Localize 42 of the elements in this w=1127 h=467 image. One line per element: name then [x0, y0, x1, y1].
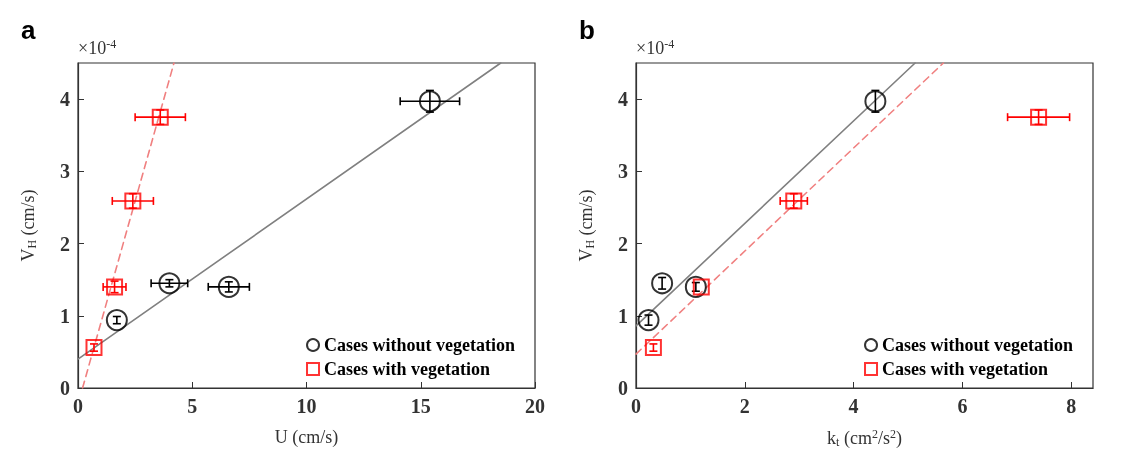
y-tick-label: 2 — [618, 232, 628, 255]
y-tick-label: 3 — [618, 160, 628, 183]
point — [637, 309, 660, 332]
x-tick-label: 15 — [410, 395, 431, 417]
point — [644, 339, 662, 357]
x-tick-label: 5 — [187, 395, 198, 417]
x-tick-label: 20 — [525, 395, 545, 417]
y-tick-label: 3 — [60, 160, 70, 183]
y-axis-title: VH (cm/s) — [576, 189, 597, 262]
legend-label: Cases without vegetation — [882, 335, 1074, 355]
y-tick-label: 2 — [60, 232, 70, 255]
legend-label: Cases without vegetation — [324, 335, 516, 355]
x-tick-label: 10 — [296, 395, 317, 417]
point — [864, 90, 887, 113]
point — [85, 339, 103, 357]
legend-label: Cases with vegetation — [324, 359, 490, 379]
point — [785, 192, 803, 210]
y-tick-label: 4 — [618, 88, 628, 111]
legend-label: Cases with vegetation — [882, 359, 1048, 379]
point — [151, 108, 169, 126]
y-tick-label: 0 — [60, 377, 70, 399]
x-tick-label: 6 — [957, 395, 968, 417]
point — [158, 272, 181, 295]
point — [1030, 108, 1048, 126]
chart-title: b — [579, 15, 595, 45]
y-tick-label: 1 — [60, 304, 70, 327]
point — [418, 90, 441, 113]
point — [106, 278, 124, 296]
x-tick-label: 2 — [739, 395, 750, 417]
point — [217, 275, 240, 298]
y-tick-label: 1 — [618, 304, 628, 327]
point — [684, 275, 707, 298]
x-axis-title: U (cm/s) — [274, 427, 339, 448]
y-tick-label: 4 — [60, 88, 70, 111]
y-tick-label: 0 — [618, 377, 628, 399]
x-tick-label: 4 — [848, 395, 859, 417]
chart-title: a — [21, 15, 36, 45]
point — [105, 309, 128, 332]
point — [651, 272, 674, 295]
point — [124, 192, 142, 210]
x-tick-label: 8 — [1066, 395, 1077, 417]
y-axis-title: VH (cm/s) — [18, 189, 39, 262]
